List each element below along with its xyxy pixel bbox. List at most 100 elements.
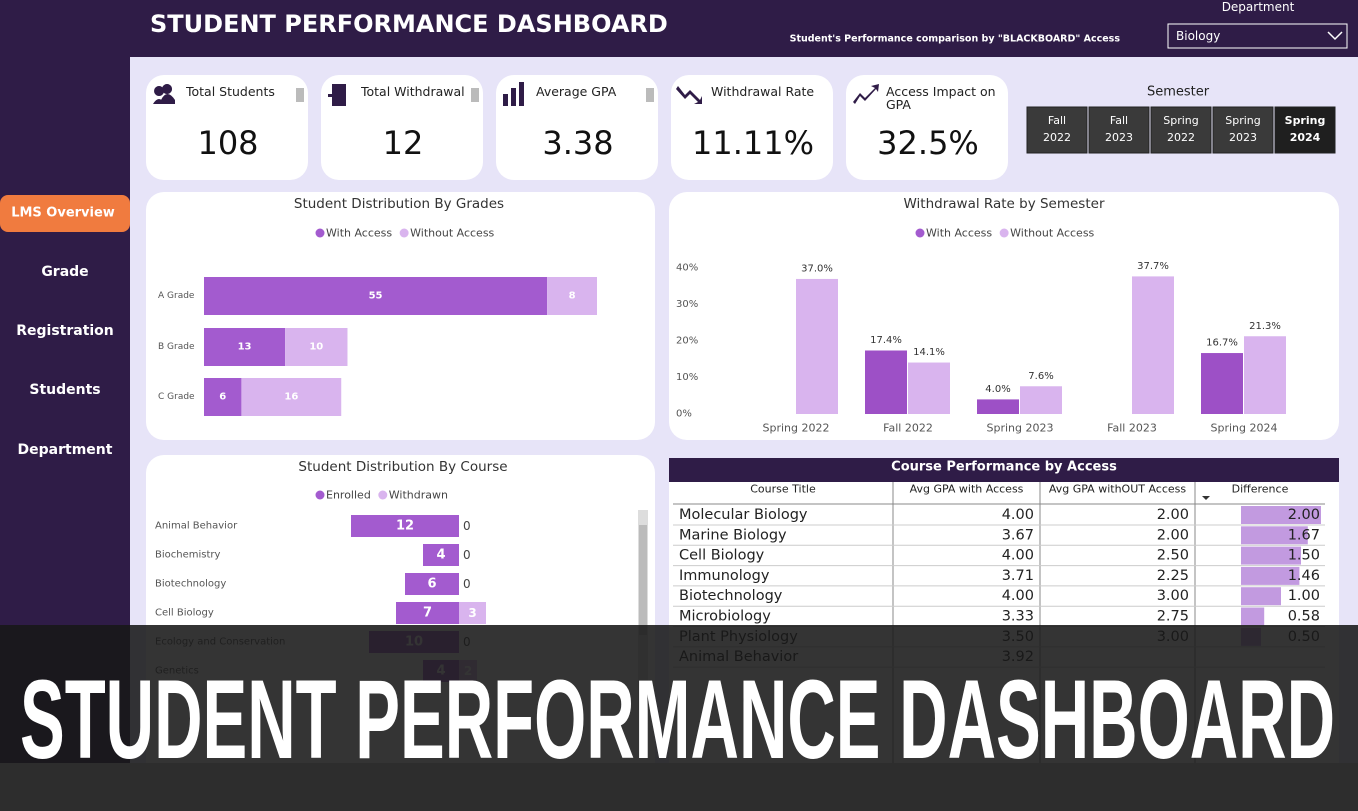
cell: Molecular Biology: [679, 507, 808, 523]
bar: [865, 350, 907, 414]
x-tick-label: Spring 2024: [1211, 422, 1278, 435]
bar: [405, 573, 459, 595]
data-label: 0: [463, 577, 471, 591]
cell: 2.25: [1157, 568, 1189, 584]
legend-swatch: [999, 228, 1009, 238]
bar: [1020, 386, 1062, 414]
cell: Cell Biology: [679, 548, 765, 564]
semester-option-box: Fall 2022: [1043, 114, 1071, 144]
data-label: 21.3%: [1249, 321, 1281, 332]
semester-button[interactable]: [1026, 106, 1088, 154]
legend-swatch: [378, 490, 388, 500]
table-title-bar: [669, 458, 1339, 482]
y-tick-label: 40%: [676, 263, 698, 274]
semester-option[interactable]: Spring 2024: [1284, 114, 1326, 144]
kpi-scroll: [471, 88, 479, 102]
kpi-card: [846, 75, 1008, 180]
bar: [908, 362, 950, 414]
column-header: Avg GPA withOUT Access: [1049, 483, 1187, 496]
y-tick-label: Cell Biology: [155, 608, 214, 619]
semester-option-box: Spring 2022: [1163, 114, 1199, 144]
cell: 1.46: [1288, 568, 1320, 584]
semester-option[interactable]: Spring 2022: [1163, 114, 1199, 144]
data-bar: [1241, 546, 1301, 565]
data-label: 17.4%: [870, 335, 902, 346]
data-label: 10: [309, 342, 323, 353]
kpi-value: 32.5%: [877, 124, 979, 162]
kpi-card: [671, 75, 833, 180]
legend-label: Withdrawn: [389, 489, 448, 502]
column-header: Difference: [1232, 483, 1289, 496]
cell: 2.00: [1288, 507, 1320, 523]
y-tick-label: Animal Behavior: [155, 521, 238, 532]
cell: Biotechnology: [679, 588, 783, 604]
legend-label: Without Access: [410, 227, 494, 240]
kpi-label: Access Impact on GPA: [886, 85, 996, 112]
semester-option-box: Fall 2023: [1105, 114, 1133, 144]
nav-item[interactable]: Students: [29, 382, 100, 398]
cell: Immunology: [679, 568, 770, 584]
cell: 0.58: [1288, 609, 1320, 625]
cell: 1.50: [1288, 548, 1320, 564]
y-tick-label: A Grade: [158, 291, 195, 301]
kpi-icon: [328, 84, 346, 106]
bar: [1132, 276, 1174, 414]
data-label: 55: [369, 291, 383, 302]
semester-option-box: Spring 2024: [1284, 114, 1326, 144]
semester-option[interactable]: Spring 2023: [1225, 114, 1261, 144]
cell: 4.00: [1002, 548, 1034, 564]
legend-swatch: [315, 228, 325, 238]
nav-item[interactable]: Department: [18, 442, 113, 458]
semester-button[interactable]: [1150, 106, 1212, 154]
data-label: 37.7%: [1137, 261, 1169, 272]
nav-active[interactable]: [0, 195, 130, 232]
data-label: 14.1%: [913, 347, 945, 358]
data-label: 16.7%: [1206, 338, 1238, 349]
bar: [285, 328, 348, 366]
semester-option[interactable]: Fall 2022: [1043, 114, 1071, 144]
nav-item[interactable]: Registration: [16, 323, 114, 339]
y-tick-label: 20%: [676, 336, 698, 347]
cell: 2.75: [1157, 609, 1189, 625]
header-subtitle: Student's Performance comparison by "BLA…: [790, 34, 1121, 45]
cell: 1.00: [1288, 588, 1320, 604]
kpi-icon: [503, 82, 524, 106]
data-label: 4: [436, 548, 445, 563]
bar: [423, 544, 459, 566]
kpi-label-box: Access Impact on GPA: [886, 85, 996, 112]
kpi-scroll: [646, 88, 654, 102]
data-label: 4.0%: [985, 384, 1010, 395]
data-label: 6: [427, 577, 436, 592]
kpi-value: 3.38: [542, 124, 613, 162]
data-bar: [1241, 566, 1300, 585]
kpi-label: Average GPA: [536, 85, 617, 99]
data-bar: [1241, 607, 1265, 626]
legend-swatch: [915, 228, 925, 238]
nav-item[interactable]: Grade: [41, 264, 88, 280]
y-tick-label: Biochemistry: [155, 550, 221, 561]
cell: 4.00: [1002, 588, 1034, 604]
banner-band: [0, 625, 1358, 763]
bar: [204, 378, 242, 416]
filter-dropdown[interactable]: [1167, 23, 1348, 49]
data-label: 16: [284, 392, 298, 403]
kpi-card: [321, 75, 483, 180]
y-tick-label: 30%: [676, 299, 698, 310]
bar: [241, 378, 342, 416]
nav-item[interactable]: LMS Overview: [11, 206, 115, 221]
filter-value[interactable]: Biology: [1176, 29, 1220, 43]
sort-icon[interactable]: [1202, 496, 1210, 500]
semester-button[interactable]: [1088, 106, 1150, 154]
semester-option[interactable]: Fall 2023: [1105, 114, 1133, 144]
cell: 2.00: [1157, 527, 1189, 543]
x-tick-label: Spring 2023: [987, 422, 1054, 435]
bar: [796, 278, 838, 414]
kpi-value: 108: [197, 124, 258, 162]
semester-button[interactable]: [1212, 106, 1274, 154]
filter-label: Department: [1222, 0, 1295, 14]
y-tick-label: 10%: [676, 372, 698, 383]
semester-button[interactable]: [1274, 106, 1336, 154]
bar: [547, 277, 597, 315]
data-bar: [1241, 587, 1281, 606]
x-tick-label: Fall 2023: [1107, 422, 1157, 435]
